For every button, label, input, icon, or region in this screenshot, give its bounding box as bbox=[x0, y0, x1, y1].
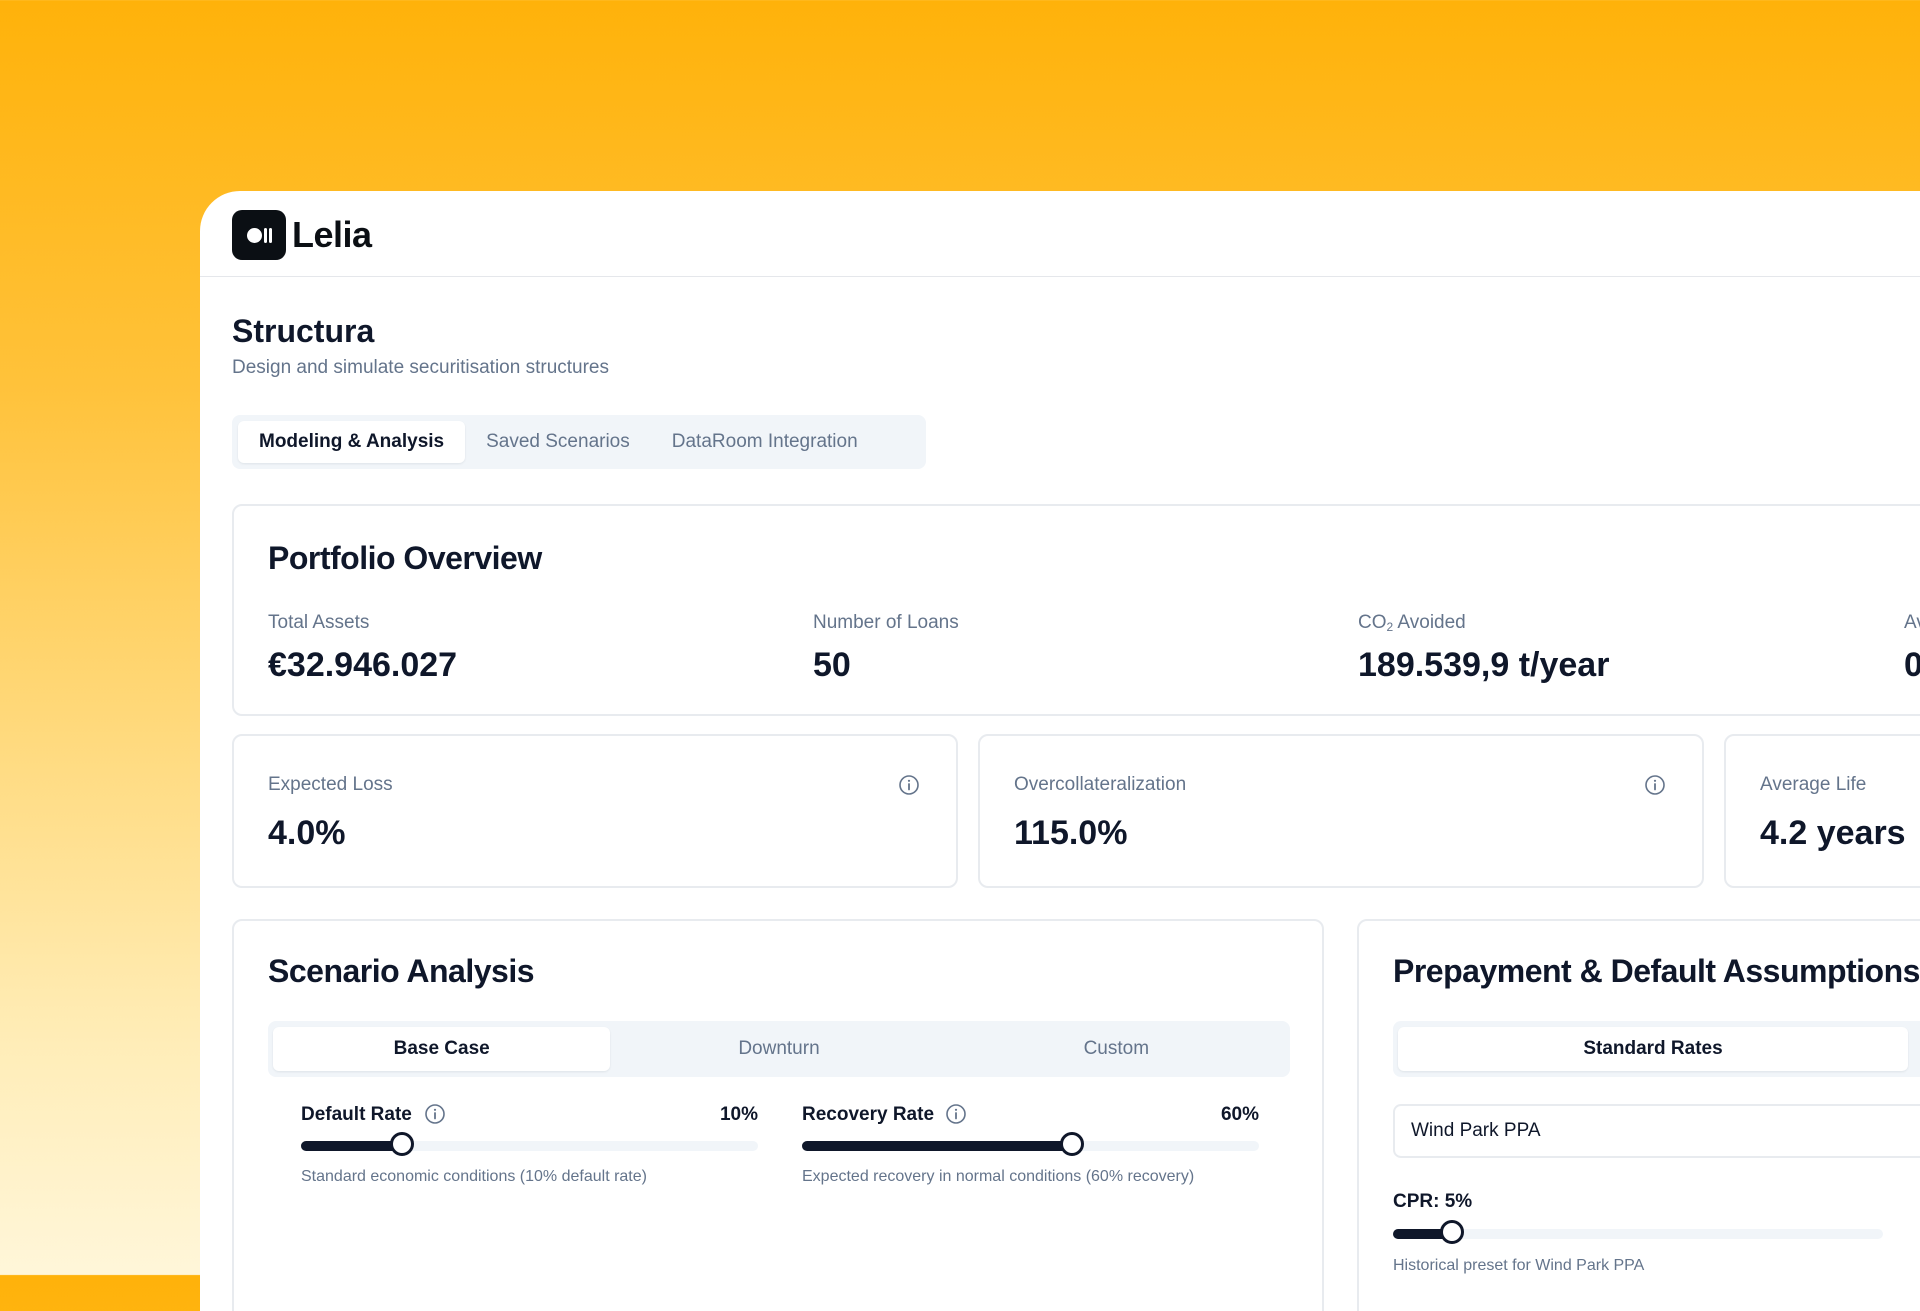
logo-icon bbox=[232, 210, 286, 260]
tab-saved-scenarios[interactable]: Saved Scenarios bbox=[486, 431, 630, 452]
info-icon[interactable] bbox=[424, 1103, 446, 1125]
recovery-rate-hint: Expected recovery in normal conditions (… bbox=[802, 1168, 1195, 1185]
number-of-loans-label: Number of Loans bbox=[813, 612, 959, 633]
logo-text: Lelia bbox=[292, 214, 372, 255]
recovery-rate-slider[interactable] bbox=[802, 1132, 1259, 1156]
default-rate-slider[interactable] bbox=[301, 1132, 758, 1156]
top-bar: Lelia bbox=[200, 191, 1920, 277]
recovery-rate-value: 60% bbox=[1220, 1104, 1259, 1125]
expected-loss-value: 4.0% bbox=[268, 814, 346, 852]
number-of-loans-value: 50 bbox=[813, 646, 851, 684]
average-life-card: Average Life 4.2 years bbox=[1724, 734, 1920, 888]
co2-avoided-value: 189.539,9 t/year bbox=[1358, 646, 1610, 684]
app-window: Lelia Structura Design and simulate secu… bbox=[200, 191, 1920, 1311]
fourth-stat-value: 0 bbox=[1904, 646, 1920, 684]
overcollateralization-card: Overcollateralization 115.0% bbox=[978, 734, 1704, 888]
scenario-option-downturn[interactable]: Downturn bbox=[738, 1038, 820, 1059]
portfolio-overview-card: Portfolio Overview Total Assets €32.946.… bbox=[232, 504, 1920, 716]
info-icon[interactable] bbox=[945, 1103, 967, 1125]
page-title: Structura bbox=[232, 313, 375, 349]
main-tabs: Modeling & Analysis Saved Scenarios Data… bbox=[232, 415, 926, 469]
default-rate-label: Default Rate bbox=[301, 1104, 412, 1125]
total-assets-label: Total Assets bbox=[268, 612, 370, 633]
default-rate-value: 10% bbox=[719, 1104, 758, 1125]
rates-option-standard[interactable]: Standard Rates bbox=[1398, 1027, 1908, 1071]
expected-loss-card: Expected Loss 4.0% bbox=[232, 734, 958, 888]
tab-modeling-analysis[interactable]: Modeling & Analysis bbox=[238, 421, 466, 463]
cpr-slider[interactable] bbox=[1393, 1220, 1883, 1244]
asset-type-select[interactable]: Wind Park PPA bbox=[1393, 1104, 1920, 1158]
cpr-label: CPR: 5% bbox=[1393, 1191, 1473, 1212]
cpr-slider-fill bbox=[1393, 1229, 1452, 1239]
scenario-option-base-case[interactable]: Base Case bbox=[273, 1027, 611, 1071]
scenario-selector: Base Case Downturn Custom bbox=[268, 1021, 1290, 1077]
cpr-slider-thumb[interactable] bbox=[1439, 1220, 1464, 1244]
total-assets-value: €32.946.027 bbox=[268, 646, 458, 684]
average-life-value: 4.2 years bbox=[1760, 814, 1906, 852]
info-icon[interactable] bbox=[898, 774, 920, 796]
average-life-label: Average Life bbox=[1760, 774, 1867, 795]
overcollateralization-label: Overcollateralization bbox=[1014, 774, 1187, 795]
recovery-rate-slider-thumb[interactable] bbox=[1059, 1132, 1084, 1156]
page-subtitle: Design and simulate securitisation struc… bbox=[232, 357, 610, 378]
scenario-option-custom[interactable]: Custom bbox=[1083, 1038, 1150, 1059]
recovery-rate-label: Recovery Rate bbox=[802, 1104, 935, 1125]
tab-dataroom-integration[interactable]: DataRoom Integration bbox=[671, 431, 858, 452]
co2-avoided-label: CO2 Avoided bbox=[1358, 612, 1466, 634]
rates-selector: Standard Rates bbox=[1393, 1021, 1920, 1077]
scenario-analysis-card: Scenario Analysis Base Case Downturn Cus… bbox=[232, 919, 1324, 1311]
fourth-stat-label: Av bbox=[1904, 612, 1920, 633]
default-rate-slider-fill bbox=[301, 1141, 402, 1151]
assumptions-title: Prepayment & Default Assumptions bbox=[1393, 953, 1920, 989]
default-rate-slider-thumb[interactable] bbox=[389, 1132, 414, 1156]
expected-loss-label: Expected Loss bbox=[268, 774, 393, 795]
recovery-rate-slider-fill bbox=[802, 1141, 1072, 1151]
portfolio-overview-title: Portfolio Overview bbox=[268, 540, 542, 576]
overcollateralization-value: 115.0% bbox=[1014, 814, 1128, 852]
scenario-analysis-title: Scenario Analysis bbox=[268, 953, 535, 989]
logo[interactable]: Lelia bbox=[232, 210, 372, 260]
cpr-hint: Historical preset for Wind Park PPA bbox=[1393, 1257, 1645, 1274]
assumptions-card: Prepayment & Default Assumptions Standar… bbox=[1357, 919, 1920, 1311]
default-rate-hint: Standard economic conditions (10% defaul… bbox=[301, 1168, 647, 1185]
info-icon[interactable] bbox=[1644, 774, 1666, 796]
